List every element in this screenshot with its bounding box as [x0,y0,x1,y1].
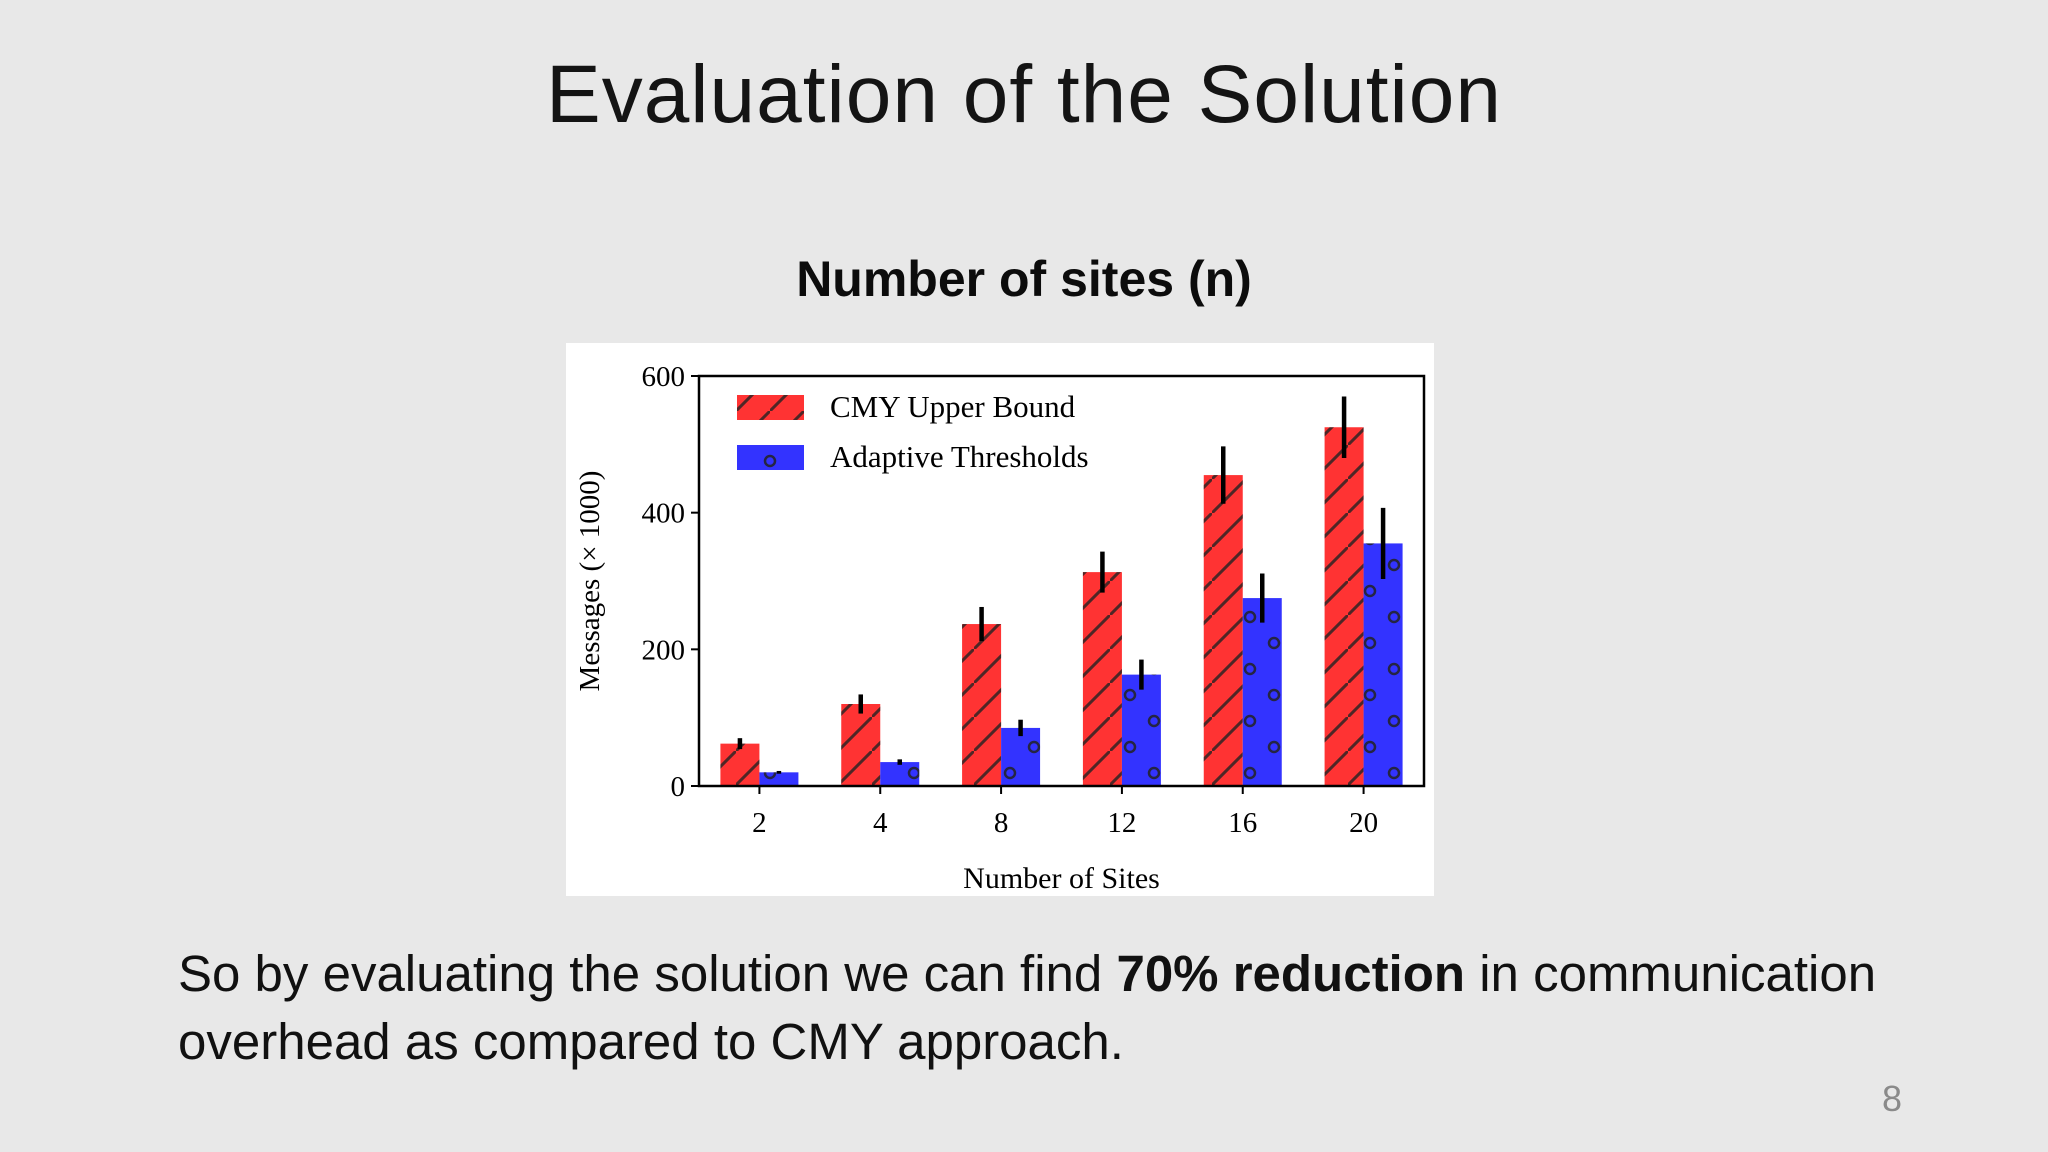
bar-adaptive-20 [1363,543,1403,786]
y-tick-label-400: 400 [642,498,686,530]
summary-text-part1: So by evaluating the solution we can fin… [178,945,1117,1002]
summary-text-highlight: 70% reduction [1116,945,1466,1002]
bar-cmy-20 [1324,427,1364,786]
y-tick-label-0: 0 [671,771,686,803]
x-tick-label-8: 8 [994,807,1009,839]
x-tick-label-20: 20 [1349,807,1378,839]
x-tick-label-16: 16 [1228,807,1257,839]
legend-item-cmy: CMY Upper Bound [737,389,1076,424]
legend-item-adaptive: Adaptive Thresholds [737,439,1089,474]
y-tick-label-600: 600 [642,361,686,393]
bar-adaptive-4 [880,762,920,786]
x-tick-label-4: 4 [873,807,888,839]
summary-text-part2: in communication overhead as compared to… [178,945,1877,1070]
bar-cmy-16 [1203,475,1243,786]
bar-cmy-8 [962,624,1002,786]
bar-adaptive-2 [759,772,799,786]
x-axis-label: Number of Sites [963,862,1160,895]
y-tick-label-200: 200 [642,634,686,666]
x-tick-label-2: 2 [752,807,767,839]
plot-frame [697,374,1426,788]
chart-legend: CMY Upper Bound Adaptive Thresholds [737,389,1089,474]
bar-adaptive-8 [1001,727,1041,786]
slide-title: Evaluation of the Solution [546,49,1502,140]
y-axis-label: Messages (× 1000) [574,471,606,692]
chart-figure: 0 200 400 600 2 4 8 12 16 20 Number of Sites Messag… [566,343,1434,896]
chart-heading: Number of sites (n) [796,251,1252,307]
legend-label: CMY Upper Bound [830,389,1076,424]
x-tick-label-12: 12 [1107,807,1136,839]
summary-text: So by evaluating the solution we can fin… [178,940,1878,1076]
bar-cmy-12 [1082,572,1122,786]
page-number: 8 [1881,1078,1902,1119]
bar-chart: 0 200 400 600 2 4 8 12 16 20 Number of Sites Messag… [574,361,1426,895]
legend-label: Adaptive Thresholds [830,439,1089,474]
bar-cmy-4 [841,704,881,786]
bar-cmy-2 [720,743,760,786]
bar-adaptive-12 [1121,674,1161,786]
bar-adaptive-16 [1242,598,1282,786]
